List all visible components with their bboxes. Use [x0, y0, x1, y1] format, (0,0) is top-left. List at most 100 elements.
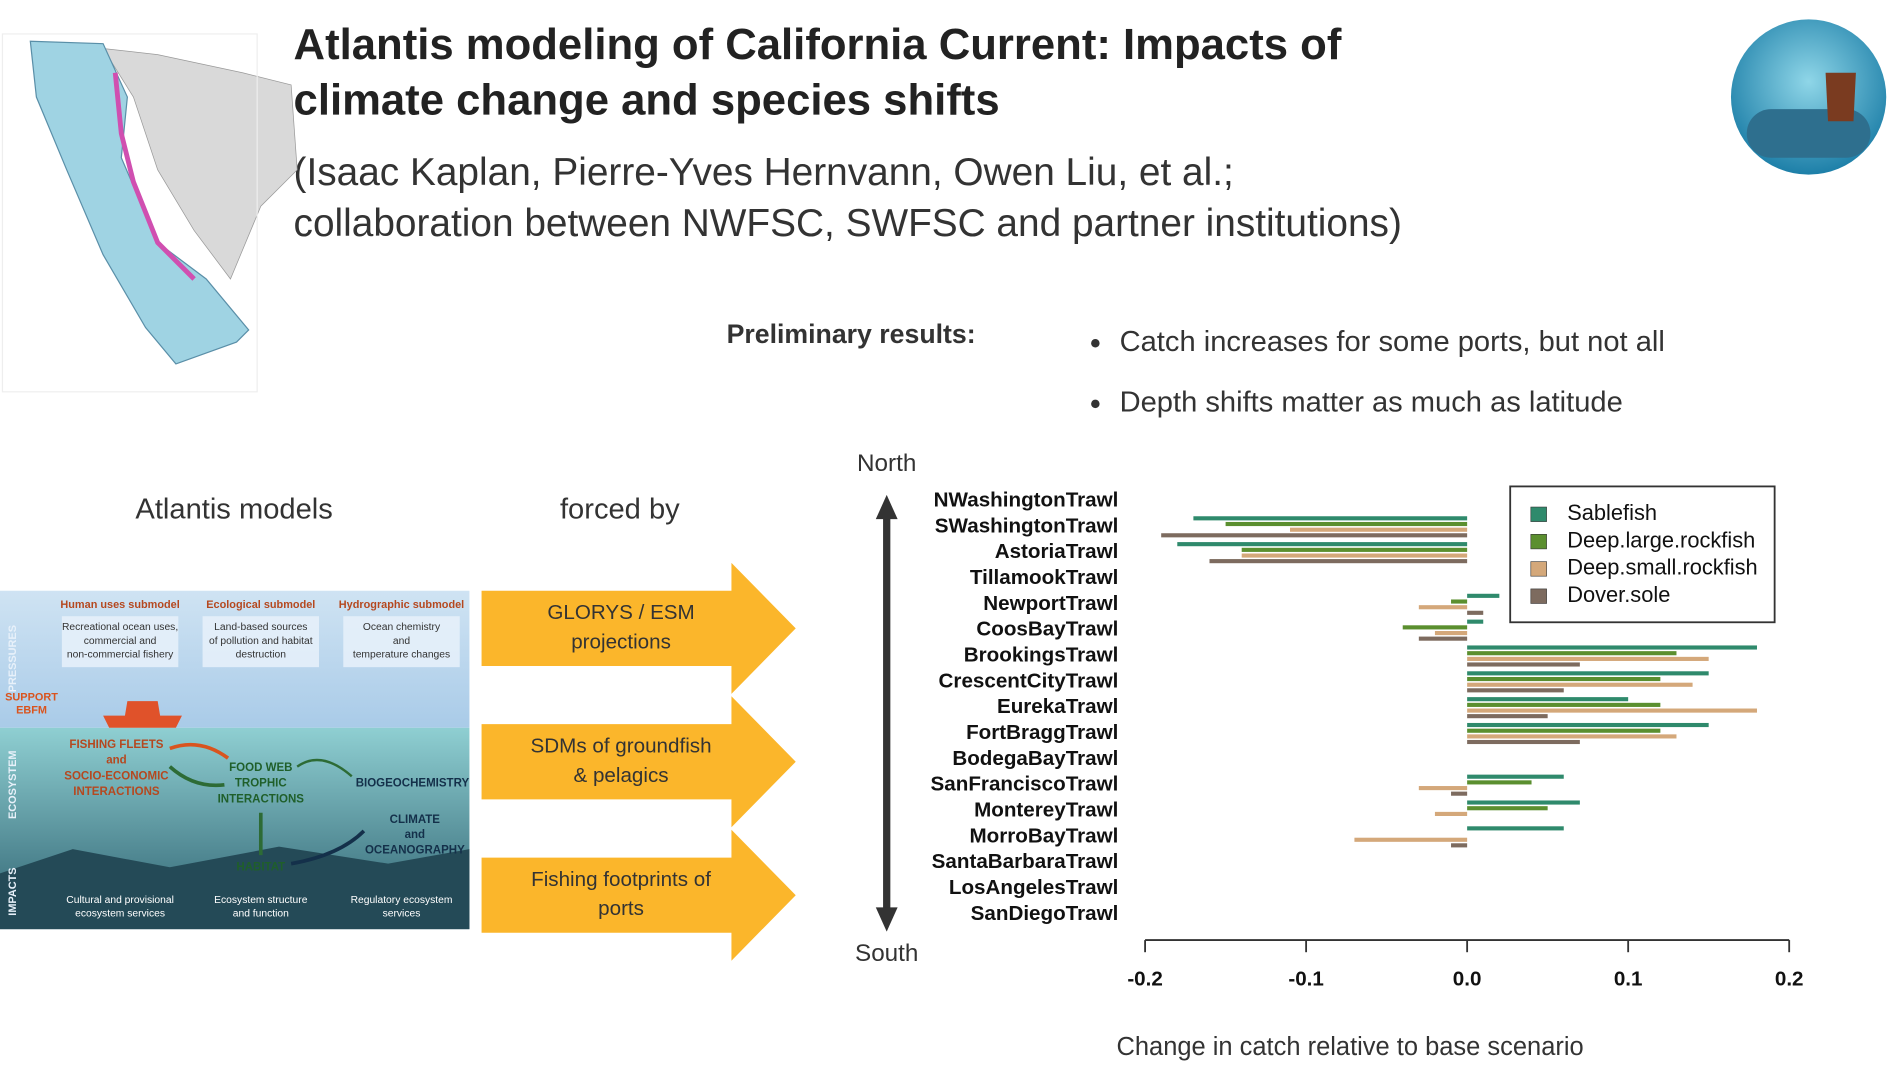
- bar: [1209, 559, 1468, 564]
- pressure-text: Recreational ocean uses,: [62, 622, 178, 633]
- map-land: [102, 48, 298, 280]
- bar: [1467, 593, 1500, 598]
- forcing-text: GLORYS / ESM: [547, 601, 694, 624]
- eco-label: INTERACTIONS: [218, 793, 305, 805]
- eco-arrow: [169, 742, 230, 760]
- category-label: NewportTrawl: [983, 592, 1118, 615]
- x-tick-label: 0.1: [1614, 968, 1643, 991]
- category-label: TillamookTrawl: [970, 566, 1119, 589]
- forcing-text: Fishing footprints of: [531, 868, 711, 891]
- pressure-text: Land-based sources: [214, 622, 307, 633]
- support: EBFM: [16, 705, 47, 717]
- north-label: North: [857, 450, 916, 477]
- pressure-text: and: [393, 636, 410, 647]
- eco-label: INTERACTIONS: [73, 786, 160, 798]
- legend-swatch: [1530, 588, 1547, 604]
- bar: [1467, 610, 1484, 615]
- bar: [1434, 631, 1468, 636]
- category-label: SWashingtonTrawl: [935, 514, 1119, 537]
- bar: [1290, 527, 1468, 532]
- prelim-label: Preliminary results:: [727, 319, 976, 349]
- side-label: IMPACTS: [7, 867, 19, 915]
- bar: [1467, 619, 1484, 624]
- legend-label: Deep.small.rockfish: [1567, 555, 1757, 580]
- boat: [103, 701, 182, 728]
- category-label: SantaBarbaraTrawl: [932, 850, 1119, 873]
- side-label: ECOSYSTEM: [7, 751, 19, 819]
- impact-text: services: [383, 909, 421, 920]
- bar: [1225, 521, 1468, 527]
- forcing-arrow: [481, 829, 796, 961]
- pressure-text: non-commercial fishery: [67, 650, 174, 661]
- pressure-text: of pollution and habitat: [209, 636, 313, 647]
- x-tick-label: -0.1: [1288, 968, 1324, 991]
- legend-swatch: [1530, 506, 1547, 522]
- bar: [1434, 811, 1468, 816]
- arrowhead: [875, 907, 898, 932]
- legend-label: Dover.sole: [1567, 582, 1670, 607]
- bullet: Catch increases for some ports, but not …: [1120, 326, 1665, 358]
- bar: [1467, 645, 1757, 650]
- column-title: Human uses submodel: [60, 599, 179, 611]
- authors: collaboration between NWFSC, SWFSC and p…: [294, 202, 1402, 245]
- bar: [1418, 605, 1468, 610]
- title: Atlantis modeling of California Current:…: [294, 20, 1342, 69]
- bullet-dot: [1091, 399, 1100, 409]
- category-label: BodegaBayTrawl: [952, 747, 1118, 770]
- category-label: BrookingsTrawl: [964, 643, 1119, 666]
- bar: [1418, 636, 1468, 641]
- heading: Atlantis models: [135, 493, 332, 525]
- bar: [1467, 676, 1661, 682]
- category-label: FortBraggTrawl: [966, 721, 1118, 744]
- bullet: Depth shifts matter as much as latitude: [1120, 387, 1623, 419]
- eco-label: BIOGEOCHEMISTRY: [356, 778, 470, 790]
- bar: [1177, 542, 1468, 547]
- x-tick-label: -0.2: [1127, 968, 1163, 991]
- bar: [1467, 780, 1532, 785]
- eco-label: CLIMATE: [390, 814, 441, 826]
- south-label: South: [855, 940, 918, 967]
- x-tick-label: 0.0: [1453, 968, 1482, 991]
- eco-label: HABITAT: [236, 861, 285, 873]
- category-label: SanDiegoTrawl: [971, 902, 1119, 925]
- impact-text: Regulatory ecosystem: [351, 895, 453, 906]
- category-label: AstoriaTrawl: [995, 540, 1119, 563]
- category-label: LosAngelesTrawl: [949, 876, 1119, 899]
- bar: [1467, 702, 1661, 707]
- forcing-text: ports: [598, 897, 644, 920]
- pressure-text: destruction: [236, 650, 287, 661]
- impact-text: Cultural and provisional: [66, 895, 174, 906]
- eco-label: FISHING FLEETS: [69, 739, 163, 751]
- impact-text: and function: [233, 909, 289, 920]
- column-title: Ecological submodel: [206, 599, 315, 611]
- bar: [1467, 714, 1548, 719]
- bar: [1467, 708, 1757, 713]
- bar: [1451, 599, 1468, 604]
- pressure-box: [343, 616, 460, 668]
- map-coast: [112, 72, 196, 281]
- bar: [1467, 671, 1709, 676]
- forcing-text: projections: [571, 630, 671, 653]
- forcing-arrow: [481, 696, 796, 828]
- category-label: SanFranciscoTrawl: [931, 773, 1119, 796]
- bar: [1467, 734, 1677, 739]
- column-title: Hydrographic submodel: [339, 599, 464, 611]
- bar: [1402, 625, 1468, 630]
- bar: [1467, 682, 1693, 687]
- bar: [1467, 697, 1629, 702]
- bar: [1467, 826, 1564, 831]
- bar: [1467, 656, 1709, 661]
- bar: [1354, 837, 1468, 842]
- legend-box: [1509, 485, 1776, 624]
- category-label: NWashingtonTrawl: [934, 488, 1119, 511]
- legend-label: Deep.large.rockfish: [1567, 527, 1755, 552]
- legend-label: Sablefish: [1567, 500, 1657, 525]
- bar: [1467, 688, 1564, 693]
- category-label: CoosBayTrawl: [976, 618, 1118, 641]
- bar: [1241, 547, 1468, 552]
- authors: (Isaac Kaplan, Pierre-Yves Hernvann, Owe…: [294, 151, 1234, 194]
- category-label: MontereyTrawl: [974, 798, 1118, 821]
- bar: [1161, 533, 1468, 538]
- bar: [1467, 774, 1564, 779]
